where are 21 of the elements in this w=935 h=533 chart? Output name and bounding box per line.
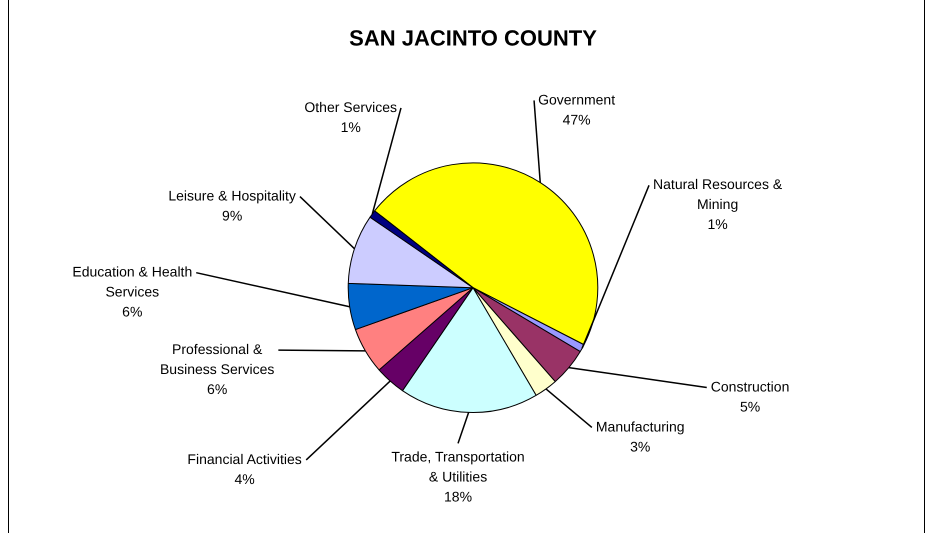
data-label: 9% xyxy=(222,207,242,224)
data-label: 4% xyxy=(234,470,255,487)
slice-label: Professional & Business Services xyxy=(160,340,274,377)
data-label: 1% xyxy=(707,216,728,232)
slice-label: Manufacturing xyxy=(596,418,685,434)
data-label: 6% xyxy=(207,380,228,397)
slice-label: Education & Health Services xyxy=(72,264,192,300)
slice-label: Trade, Transportation & Utilities xyxy=(391,448,525,484)
data-label: 3% xyxy=(630,438,650,454)
slice-label: Leisure & Hospitality xyxy=(168,187,296,204)
slice-label: Financial Activities xyxy=(187,450,302,467)
chart-title: SAN JACINTO COUNTY xyxy=(349,25,598,50)
data-label: 47% xyxy=(562,111,591,128)
slice-label: Government xyxy=(538,91,616,108)
data-label: 5% xyxy=(740,398,760,414)
data-label: 6% xyxy=(122,304,142,320)
slice-label: Natural Resources & Mining xyxy=(653,176,783,212)
slice-label: Construction xyxy=(710,378,790,394)
slice-label: Other Services xyxy=(304,98,397,115)
data-label: 18% xyxy=(444,488,472,504)
data-label: 1% xyxy=(340,118,361,135)
